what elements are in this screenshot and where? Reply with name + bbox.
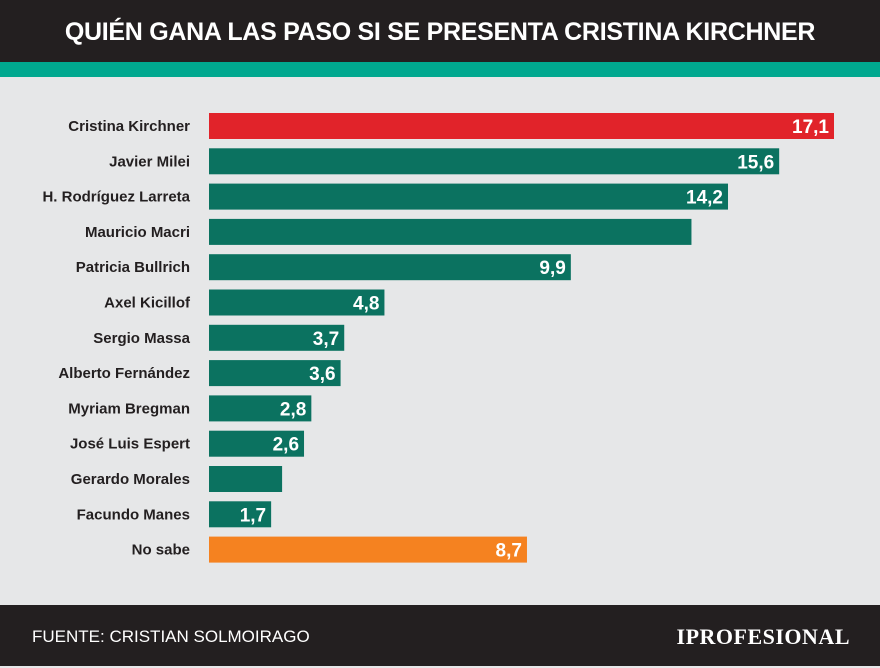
value-label: 1,7 [240, 505, 266, 526]
value-label: 2,8 [280, 399, 306, 420]
bar [209, 360, 341, 387]
category-label: Sergio Massa [93, 330, 190, 347]
source-text: FUENTE: CRISTIAN SOLMOIRAGO [32, 627, 310, 646]
category-label: Alberto Fernández [58, 365, 190, 382]
value-label: 15,6 [737, 152, 774, 173]
category-label: Cristina Kirchner [68, 118, 190, 135]
category-label: Myriam Bregman [68, 400, 190, 417]
category-label: Axel Kicillof [104, 295, 191, 312]
bar [209, 218, 692, 245]
category-label: Javier Milei [109, 153, 190, 170]
value-label: 4,8 [353, 294, 379, 315]
bar-chart: Cristina Kirchner 17,1 Javier Milei 15,6 H. … [42, 113, 834, 563]
value-label: 2,6 [273, 435, 299, 456]
value-label: 9,9 [539, 258, 565, 279]
bar [209, 430, 305, 457]
bar [209, 501, 272, 528]
chart-title: QUIÉN GANA LAS PASO SI SE PRESENTA CRIST… [64, 18, 816, 46]
category-label: No sabe [132, 542, 190, 559]
category-label: José Luis Espert [70, 436, 190, 453]
bar [209, 183, 729, 210]
value-label: 3,6 [309, 364, 335, 385]
header-bar [0, 0, 880, 62]
category-label: Gerardo Morales [71, 471, 190, 488]
bar [209, 536, 527, 563]
category-label: Patricia Bullrich [76, 259, 190, 276]
bar [209, 289, 385, 316]
category-label: Mauricio Macri [85, 224, 190, 241]
bar [209, 324, 345, 351]
footer-bar: FUENTE: CRISTIAN SOLMOIRAGO IPROFESIONAL [0, 605, 880, 666]
value-label: 17,1 [792, 117, 829, 138]
value-label: 3,7 [313, 329, 339, 350]
bar [209, 254, 571, 281]
bar [209, 466, 283, 492]
category-label: Facundo Manes [77, 506, 190, 523]
bar [209, 148, 780, 175]
value-label: 14,2 [686, 188, 723, 209]
bar [209, 395, 312, 422]
brand-logo: IPROFESIONAL [676, 624, 850, 649]
value-label: 8,7 [496, 541, 522, 562]
bar [209, 113, 834, 139]
category-label: H. Rodríguez Larreta [42, 189, 190, 206]
accent-stripe [0, 62, 880, 77]
